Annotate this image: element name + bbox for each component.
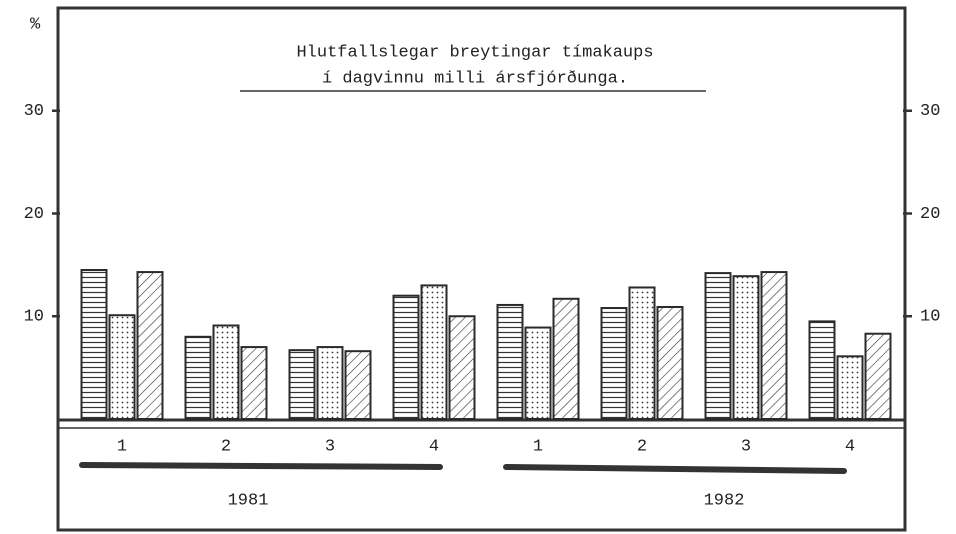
unit-label: % — [30, 15, 41, 34]
bar — [600, 307, 628, 420]
bar — [864, 332, 892, 420]
x-tick-label: 2 — [637, 437, 647, 456]
group-label: 1981 — [228, 491, 269, 510]
bar — [732, 275, 760, 420]
y2-tick-label: 20 — [920, 205, 940, 224]
x-tick-label: 1 — [533, 437, 543, 456]
bar — [524, 326, 552, 420]
bar — [656, 306, 684, 420]
y2-tick-label: 30 — [920, 102, 940, 121]
bar — [288, 349, 316, 420]
bar — [344, 350, 372, 420]
bar — [240, 346, 268, 421]
bar — [316, 346, 344, 421]
bar — [760, 271, 788, 420]
frame — [56, 6, 907, 532]
chart-title: Hlutfallslegar breytingar tímakaups — [296, 43, 653, 62]
x-tick-label: 1 — [117, 437, 127, 456]
year-bar — [503, 464, 847, 474]
bar — [808, 320, 836, 421]
x-tick-label: 4 — [845, 437, 855, 456]
bar — [80, 269, 108, 421]
bar — [448, 315, 476, 420]
bar — [392, 294, 420, 421]
bar — [136, 271, 164, 420]
bar — [704, 272, 732, 420]
x-tick-label: 4 — [429, 437, 439, 456]
chart-title: í dagvinnu milli ársfjórðunga. — [322, 69, 628, 88]
y2-tick-label: 10 — [920, 308, 940, 327]
bar — [628, 286, 656, 421]
group-label: 1982 — [704, 491, 745, 510]
bar — [420, 284, 448, 420]
bar — [836, 355, 864, 421]
bar — [496, 303, 524, 421]
bar — [552, 297, 580, 420]
y-tick-label: 10 — [24, 308, 44, 327]
x-tick-label: 3 — [325, 437, 335, 456]
x-tick-label: 3 — [741, 437, 751, 456]
bar — [108, 314, 136, 420]
y-tick-label: 30 — [24, 102, 44, 121]
x-tick-label: 2 — [221, 437, 231, 456]
bar — [184, 335, 212, 420]
bar — [212, 324, 240, 420]
year-bar — [79, 462, 443, 470]
y-tick-label: 20 — [24, 205, 44, 224]
